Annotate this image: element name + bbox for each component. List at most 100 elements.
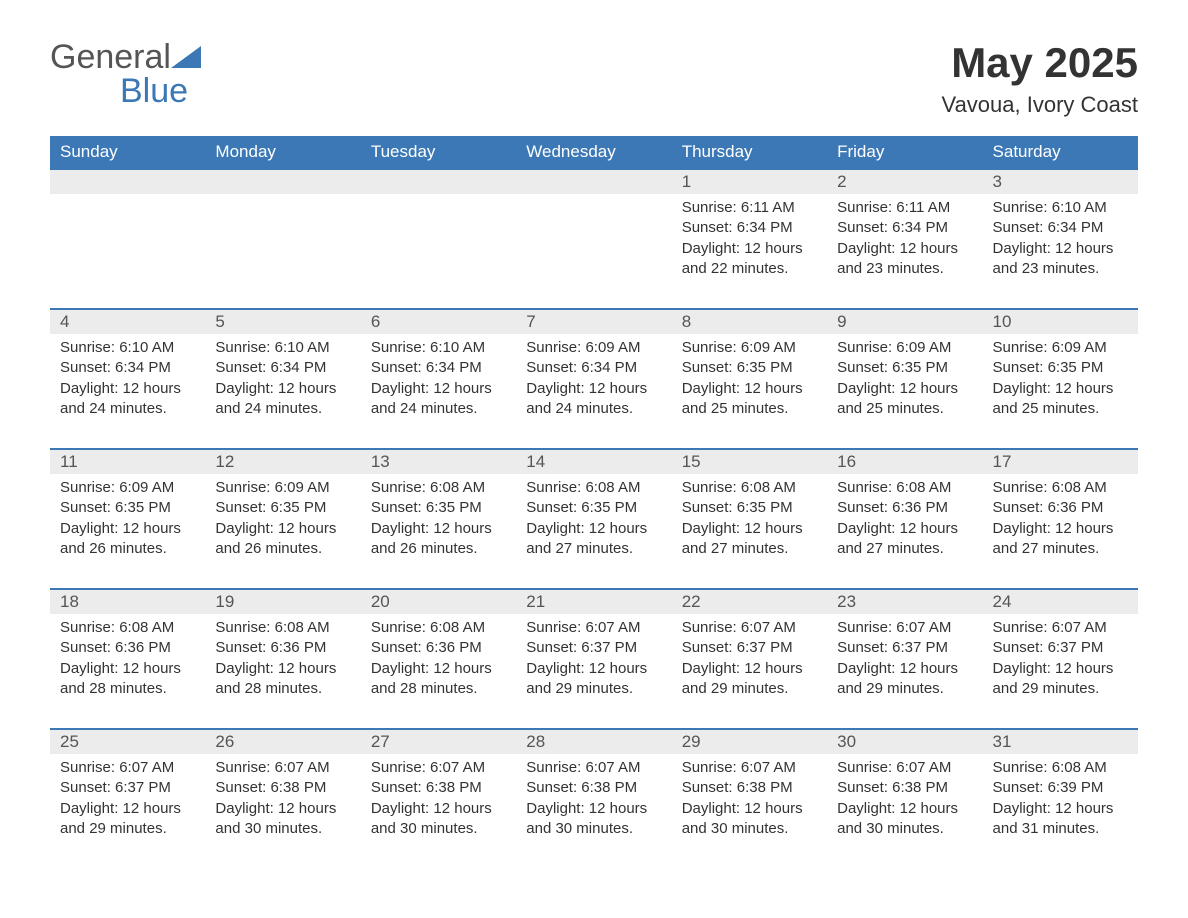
sunset-line: Sunset: 6:36 PM	[371, 638, 506, 658]
weekday-header: Monday	[205, 136, 360, 169]
sunrise-line: Sunrise: 6:07 AM	[993, 618, 1128, 638]
day-details: Sunrise: 6:08 AMSunset: 6:39 PMDaylight:…	[983, 754, 1138, 849]
day-number: 13	[361, 450, 516, 474]
day-details: Sunrise: 6:07 AMSunset: 6:38 PMDaylight:…	[827, 754, 982, 849]
sunrise-line: Sunrise: 6:07 AM	[837, 758, 972, 778]
calendar-day-cell: 2Sunrise: 6:11 AMSunset: 6:34 PMDaylight…	[827, 169, 982, 309]
sunset-line: Sunset: 6:38 PM	[526, 778, 661, 798]
sunrise-line: Sunrise: 6:09 AM	[526, 338, 661, 358]
sunrise-line: Sunrise: 6:08 AM	[60, 618, 195, 638]
daylight-line: Daylight: 12 hours and 26 minutes.	[215, 519, 350, 560]
calendar-day-cell: 14Sunrise: 6:08 AMSunset: 6:35 PMDayligh…	[516, 449, 671, 589]
sunset-line: Sunset: 6:37 PM	[993, 638, 1128, 658]
day-number: 7	[516, 310, 671, 334]
calendar-week-row: 11Sunrise: 6:09 AMSunset: 6:35 PMDayligh…	[50, 449, 1138, 589]
sunset-line: Sunset: 6:35 PM	[837, 358, 972, 378]
sunrise-line: Sunrise: 6:07 AM	[526, 758, 661, 778]
day-number: 14	[516, 450, 671, 474]
daylight-line: Daylight: 12 hours and 29 minutes.	[837, 659, 972, 700]
daylight-line: Daylight: 12 hours and 27 minutes.	[993, 519, 1128, 560]
sunrise-line: Sunrise: 6:09 AM	[837, 338, 972, 358]
day-number: 24	[983, 590, 1138, 614]
sunrise-line: Sunrise: 6:10 AM	[993, 198, 1128, 218]
day-details: Sunrise: 6:07 AMSunset: 6:37 PMDaylight:…	[672, 614, 827, 709]
day-number: 27	[361, 730, 516, 754]
day-details: Sunrise: 6:10 AMSunset: 6:34 PMDaylight:…	[361, 334, 516, 429]
sunrise-line: Sunrise: 6:10 AM	[60, 338, 195, 358]
sunrise-line: Sunrise: 6:08 AM	[215, 618, 350, 638]
daylight-line: Daylight: 12 hours and 22 minutes.	[682, 239, 817, 280]
day-details: Sunrise: 6:09 AMSunset: 6:35 PMDaylight:…	[983, 334, 1138, 429]
sunrise-line: Sunrise: 6:07 AM	[526, 618, 661, 638]
daylight-line: Daylight: 12 hours and 30 minutes.	[526, 799, 661, 840]
day-number: 8	[672, 310, 827, 334]
calendar-day-cell: 3Sunrise: 6:10 AMSunset: 6:34 PMDaylight…	[983, 169, 1138, 309]
calendar-day-cell: 21Sunrise: 6:07 AMSunset: 6:37 PMDayligh…	[516, 589, 671, 729]
calendar-day-cell: 28Sunrise: 6:07 AMSunset: 6:38 PMDayligh…	[516, 729, 671, 869]
sunrise-line: Sunrise: 6:07 AM	[215, 758, 350, 778]
day-details: Sunrise: 6:08 AMSunset: 6:36 PMDaylight:…	[50, 614, 205, 709]
daylight-line: Daylight: 12 hours and 23 minutes.	[837, 239, 972, 280]
calendar-day-cell: 9Sunrise: 6:09 AMSunset: 6:35 PMDaylight…	[827, 309, 982, 449]
blank-day-strip	[205, 170, 360, 194]
day-details: Sunrise: 6:07 AMSunset: 6:38 PMDaylight:…	[516, 754, 671, 849]
day-details: Sunrise: 6:09 AMSunset: 6:35 PMDaylight:…	[672, 334, 827, 429]
calendar-day-cell: 12Sunrise: 6:09 AMSunset: 6:35 PMDayligh…	[205, 449, 360, 589]
day-number: 25	[50, 730, 205, 754]
sunset-line: Sunset: 6:34 PM	[215, 358, 350, 378]
daylight-line: Daylight: 12 hours and 30 minutes.	[682, 799, 817, 840]
location-label: Vavoua, Ivory Coast	[942, 92, 1138, 118]
logo-word-2: Blue	[50, 72, 188, 110]
day-details: Sunrise: 6:08 AMSunset: 6:35 PMDaylight:…	[361, 474, 516, 569]
sunset-line: Sunset: 6:38 PM	[215, 778, 350, 798]
day-number: 26	[205, 730, 360, 754]
sunset-line: Sunset: 6:35 PM	[526, 498, 661, 518]
sunset-line: Sunset: 6:34 PM	[371, 358, 506, 378]
weekday-header: Thursday	[672, 136, 827, 169]
day-number: 30	[827, 730, 982, 754]
day-details: Sunrise: 6:08 AMSunset: 6:36 PMDaylight:…	[983, 474, 1138, 569]
daylight-line: Daylight: 12 hours and 23 minutes.	[993, 239, 1128, 280]
calendar-day-cell: 4Sunrise: 6:10 AMSunset: 6:34 PMDaylight…	[50, 309, 205, 449]
sunset-line: Sunset: 6:38 PM	[837, 778, 972, 798]
calendar-day-cell: 10Sunrise: 6:09 AMSunset: 6:35 PMDayligh…	[983, 309, 1138, 449]
day-number: 2	[827, 170, 982, 194]
sunset-line: Sunset: 6:35 PM	[60, 498, 195, 518]
daylight-line: Daylight: 12 hours and 26 minutes.	[60, 519, 195, 560]
sunset-line: Sunset: 6:35 PM	[682, 498, 817, 518]
header: General Blue May 2025 Vavoua, Ivory Coas…	[50, 40, 1138, 132]
sunrise-line: Sunrise: 6:07 AM	[682, 618, 817, 638]
day-number: 22	[672, 590, 827, 614]
sunset-line: Sunset: 6:35 PM	[993, 358, 1128, 378]
daylight-line: Daylight: 12 hours and 24 minutes.	[215, 379, 350, 420]
day-details: Sunrise: 6:08 AMSunset: 6:36 PMDaylight:…	[361, 614, 516, 709]
sunset-line: Sunset: 6:38 PM	[682, 778, 817, 798]
calendar-week-row: 4Sunrise: 6:10 AMSunset: 6:34 PMDaylight…	[50, 309, 1138, 449]
calendar-day-cell: 26Sunrise: 6:07 AMSunset: 6:38 PMDayligh…	[205, 729, 360, 869]
sunrise-line: Sunrise: 6:09 AM	[215, 478, 350, 498]
calendar-day-cell: 31Sunrise: 6:08 AMSunset: 6:39 PMDayligh…	[983, 729, 1138, 869]
day-details: Sunrise: 6:10 AMSunset: 6:34 PMDaylight:…	[50, 334, 205, 429]
sunrise-line: Sunrise: 6:07 AM	[837, 618, 972, 638]
sunset-line: Sunset: 6:34 PM	[682, 218, 817, 238]
sunrise-line: Sunrise: 6:10 AM	[215, 338, 350, 358]
sunrise-line: Sunrise: 6:09 AM	[60, 478, 195, 498]
daylight-line: Daylight: 12 hours and 25 minutes.	[682, 379, 817, 420]
sunset-line: Sunset: 6:37 PM	[837, 638, 972, 658]
calendar-day-cell: 8Sunrise: 6:09 AMSunset: 6:35 PMDaylight…	[672, 309, 827, 449]
page-title: May 2025	[942, 40, 1138, 86]
daylight-line: Daylight: 12 hours and 31 minutes.	[993, 799, 1128, 840]
sunrise-line: Sunrise: 6:08 AM	[682, 478, 817, 498]
title-block: May 2025 Vavoua, Ivory Coast	[942, 40, 1138, 132]
day-details: Sunrise: 6:07 AMSunset: 6:37 PMDaylight:…	[983, 614, 1138, 709]
day-number: 20	[361, 590, 516, 614]
day-number: 17	[983, 450, 1138, 474]
sunset-line: Sunset: 6:38 PM	[371, 778, 506, 798]
day-details: Sunrise: 6:11 AMSunset: 6:34 PMDaylight:…	[827, 194, 982, 289]
calendar-day-cell: 18Sunrise: 6:08 AMSunset: 6:36 PMDayligh…	[50, 589, 205, 729]
logo-text: General Blue	[50, 40, 201, 108]
sunrise-line: Sunrise: 6:09 AM	[993, 338, 1128, 358]
day-number: 5	[205, 310, 360, 334]
sunset-line: Sunset: 6:35 PM	[682, 358, 817, 378]
day-details: Sunrise: 6:07 AMSunset: 6:38 PMDaylight:…	[672, 754, 827, 849]
